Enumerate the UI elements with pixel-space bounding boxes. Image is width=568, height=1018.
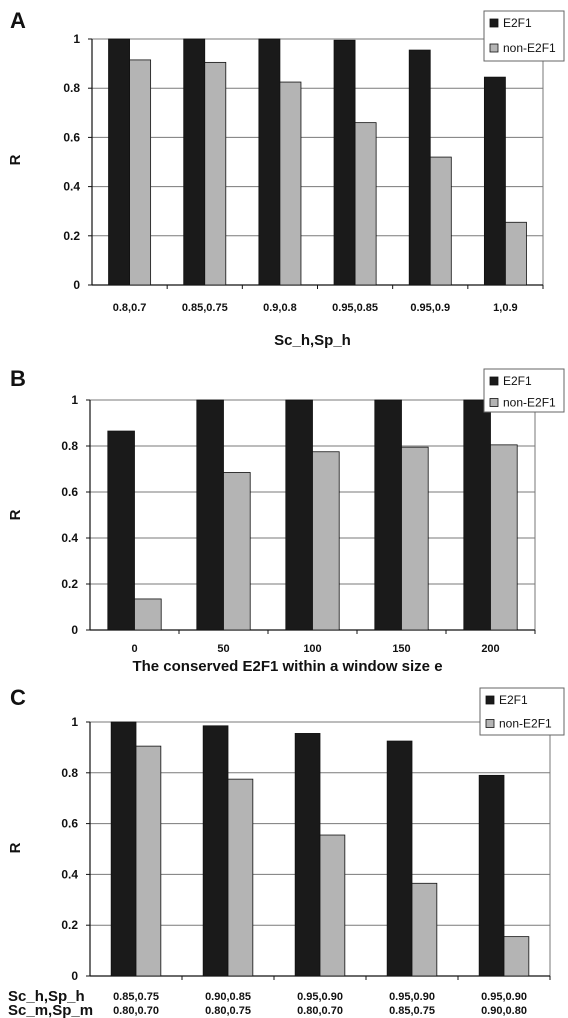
panel-label: C <box>10 685 26 710</box>
y-axis-title: R <box>7 842 24 853</box>
legend-entry: non-E2F1 <box>499 717 552 731</box>
legend-swatch-e2f1 <box>485 695 495 705</box>
y-tick-label: 0.8 <box>61 766 78 780</box>
bar-e2f1 <box>408 49 431 286</box>
x-row-label: Sc_m,Sp_m <box>8 1002 93 1018</box>
bar-e2f1 <box>333 39 356 286</box>
x-axis-title: Sc_h,Sp_h <box>274 332 351 349</box>
x-tick-label: 0.85,0.75 <box>113 991 159 1003</box>
y-tick-label: 0.2 <box>61 577 78 591</box>
bar-non-e2f1 <box>204 61 227 286</box>
y-tick-label: 0.4 <box>61 531 78 545</box>
y-tick-label: 0 <box>71 969 78 983</box>
x-tick-label: 100 <box>303 643 321 655</box>
x-tick-label: 0.95,0.90 <box>481 991 527 1003</box>
bar-e2f1 <box>463 399 491 631</box>
bar-e2f1 <box>183 38 206 286</box>
x-axis-title: The conserved E2F1 within a window size … <box>132 658 442 675</box>
y-tick-label: 0.6 <box>61 817 78 831</box>
bar-e2f1 <box>374 399 402 631</box>
x-tick-label: 0.8,0.7 <box>113 302 147 314</box>
x-tick-label: 0.95,0.90 <box>389 991 435 1003</box>
y-tick-label: 0.8 <box>61 439 78 453</box>
bar-non-e2f1 <box>354 122 377 286</box>
bar-non-e2f1 <box>312 451 340 631</box>
bar-non-e2f1 <box>490 444 518 631</box>
bar-non-e2f1 <box>223 472 251 631</box>
y-axis-title: R <box>7 154 24 165</box>
bar-e2f1 <box>196 399 224 631</box>
legend-box <box>483 10 565 62</box>
y-tick-label: 0 <box>71 623 78 637</box>
bar-non-e2f1 <box>505 221 527 286</box>
y-tick-label: 0.6 <box>61 485 78 499</box>
bar-non-e2f1 <box>503 936 530 977</box>
y-tick-label: 1 <box>73 32 80 46</box>
panel-label: A <box>10 8 26 33</box>
legend-swatch-non-e2f1 <box>489 398 499 407</box>
y-axis-title: R <box>7 509 24 520</box>
legend-swatch-non-e2f1 <box>489 43 499 53</box>
bar-non-e2f1 <box>429 156 452 286</box>
bar-non-e2f1 <box>411 882 438 977</box>
legend-entry: non-E2F1 <box>503 41 556 55</box>
bar-e2f1 <box>483 76 506 286</box>
y-tick-label: 1 <box>71 393 78 407</box>
y-tick-label: 0.4 <box>63 180 80 194</box>
y-tick-label: 0.6 <box>63 130 80 144</box>
x-tick-label: 0.95,0.90 <box>297 991 343 1003</box>
bar-e2f1 <box>107 430 135 631</box>
bar-non-e2f1 <box>134 598 162 631</box>
y-tick-label: 0.2 <box>61 918 78 932</box>
x-tick-label: 0.90,0.85 <box>205 991 251 1003</box>
bar-e2f1 <box>108 38 130 286</box>
x-row-label: Sc_h,Sp_h <box>8 988 85 1005</box>
bar-non-e2f1 <box>319 834 346 977</box>
x-tick-label: 0.85,0.75 <box>182 302 228 314</box>
bar-non-e2f1 <box>227 778 254 977</box>
x-tick-label: 0.95,0.9 <box>410 302 450 314</box>
plot-frame <box>91 38 544 286</box>
bar-non-e2f1 <box>279 81 302 286</box>
x-tick-label: 0.90,0.80 <box>481 1005 527 1017</box>
panel-label: B <box>10 366 26 391</box>
bar-non-e2f1 <box>129 59 152 286</box>
x-tick-label: 0.95,0.85 <box>332 302 378 314</box>
bar-e2f1 <box>285 399 313 631</box>
x-tick-label: 200 <box>481 643 499 655</box>
y-tick-label: 0 <box>73 278 80 292</box>
bar-e2f1 <box>294 733 321 977</box>
x-tick-label: 150 <box>392 643 410 655</box>
x-tick-label: 0.85,0.75 <box>389 1005 435 1017</box>
legend-swatch-non-e2f1 <box>485 719 495 728</box>
bar-e2f1 <box>110 721 137 977</box>
x-tick-label: 0.80,0.70 <box>297 1005 343 1017</box>
legend-entry: E2F1 <box>499 693 528 707</box>
legend-swatch-e2f1 <box>489 376 499 386</box>
legend-entry: E2F1 <box>503 16 532 30</box>
legend-entry: E2F1 <box>503 374 532 388</box>
x-tick-label: 0 <box>131 643 137 655</box>
x-tick-label: 1,0.9 <box>493 302 517 314</box>
y-tick-label: 0.2 <box>63 229 80 243</box>
bar-e2f1 <box>258 38 281 286</box>
legend-swatch-e2f1 <box>489 18 499 28</box>
bar-e2f1 <box>478 774 505 977</box>
x-tick-label: 50 <box>217 643 229 655</box>
bar-e2f1 <box>202 725 229 977</box>
x-tick-label: 0.80,0.70 <box>113 1005 159 1017</box>
bar-non-e2f1 <box>135 745 162 977</box>
y-tick-label: 0.8 <box>63 81 80 95</box>
x-tick-label: 0.9,0.8 <box>263 302 297 314</box>
legend-entry: non-E2F1 <box>503 396 556 410</box>
y-tick-label: 0.4 <box>61 867 78 881</box>
y-tick-label: 1 <box>71 715 78 729</box>
bar-e2f1 <box>386 740 413 977</box>
x-tick-label: 0.80,0.75 <box>205 1005 251 1017</box>
bar-non-e2f1 <box>401 446 429 631</box>
